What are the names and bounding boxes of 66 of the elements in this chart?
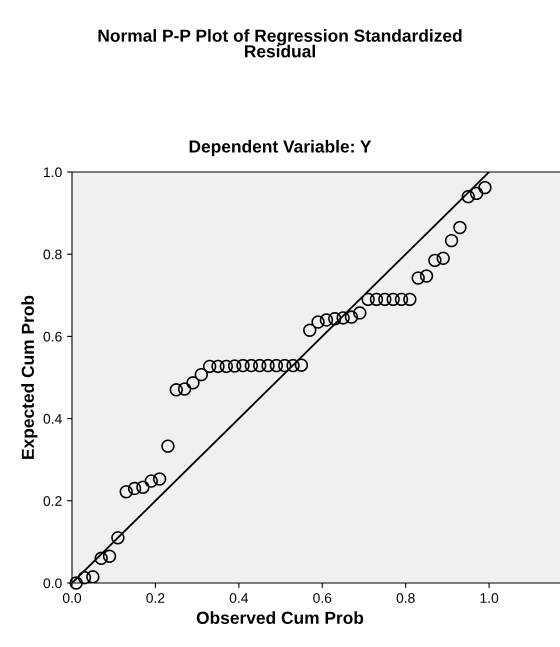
- point: [102, 550, 116, 563]
- x-tick-label: 0.0: [62, 593, 82, 603]
- point: [370, 292, 384, 306]
- point: [353, 306, 366, 320]
- point: [311, 315, 325, 329]
- x-tick-label: 0.2: [146, 593, 164, 603]
- point: [328, 312, 342, 326]
- point: [286, 358, 300, 372]
- point: [211, 360, 225, 374]
- point: [470, 186, 484, 200]
- point: [253, 358, 266, 372]
- point: [478, 180, 492, 194]
- point: [294, 358, 308, 372]
- point: [244, 358, 258, 372]
- point: [128, 482, 142, 496]
- point: [453, 220, 467, 234]
- point: [178, 382, 192, 396]
- point: [444, 234, 458, 248]
- y-tick-label: 0.2: [44, 496, 62, 506]
- point: [94, 552, 108, 566]
- x-axis-title: Observed Cum Prob: [196, 611, 364, 624]
- point: [170, 383, 183, 396]
- point: [336, 311, 350, 325]
- x-tick-label: 0.4: [230, 593, 248, 603]
- point: [403, 292, 417, 306]
- point: [462, 190, 475, 204]
- point: [111, 531, 125, 544]
- y-tick-label: 0.6: [44, 332, 62, 342]
- point: [428, 254, 442, 268]
- point: [136, 480, 150, 494]
- point: [78, 570, 92, 584]
- point: [228, 359, 242, 373]
- point: [161, 439, 175, 453]
- point: [120, 485, 133, 498]
- point: [70, 576, 83, 590]
- point: [361, 292, 375, 306]
- point: [202, 360, 216, 374]
- point: [436, 252, 450, 265]
- x-tick-label: 1.0: [480, 593, 498, 603]
- point: [303, 324, 316, 337]
- point: [412, 271, 425, 285]
- point: [220, 360, 233, 374]
- x-tick-label: 0.8: [396, 593, 415, 603]
- chart-subtitle: Dependent Variable: Y: [190, 140, 372, 156]
- point: [270, 358, 284, 372]
- point: [378, 292, 392, 306]
- y-axis-title: Expected Cum Prob: [21, 296, 38, 459]
- y-tick-label: 0.8: [44, 250, 62, 260]
- point: [144, 474, 158, 488]
- point: [344, 310, 358, 324]
- point: [261, 358, 275, 372]
- y-tick-label: 0.0: [44, 578, 62, 588]
- point: [420, 269, 434, 283]
- point: [386, 292, 400, 306]
- point: [86, 570, 100, 584]
- y-tick-label: 0.4: [44, 414, 62, 424]
- y-tick-label: 1.0: [44, 167, 62, 178]
- point: [194, 368, 208, 382]
- point: [186, 376, 200, 390]
- chart-title: Normal P-P Plot of Regression Standardized Residual: [98, 29, 462, 58]
- x-tick-label: 0.6: [313, 593, 332, 603]
- point: [320, 313, 334, 327]
- point: [394, 292, 408, 306]
- point: [236, 358, 250, 372]
- point: [152, 472, 166, 486]
- point: [278, 358, 292, 372]
